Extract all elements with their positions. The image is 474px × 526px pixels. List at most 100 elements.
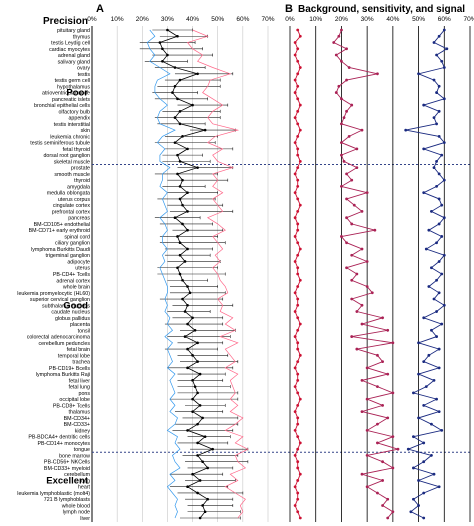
panel-b-point [381, 479, 384, 482]
category-label: BM-CD105+ endothelial [34, 222, 90, 228]
panel-b-point [440, 203, 444, 207]
panel-b-point [340, 153, 343, 157]
panel-b-x-tick: 70% [463, 16, 474, 23]
panel-a-point [183, 260, 187, 263]
band-label: Excellent [46, 475, 89, 486]
panel-b-point [432, 78, 436, 82]
panel-b-point [360, 378, 364, 382]
category-label: thyroid [74, 178, 90, 184]
panel-b-point [296, 241, 300, 245]
panel-b-point [296, 97, 300, 101]
panel-b-point [404, 128, 408, 132]
panel-b-point [298, 516, 302, 520]
panel-b-point [293, 91, 297, 94]
panel-b-point [350, 278, 354, 282]
panel-b-point [381, 403, 384, 407]
panel-b-point [422, 147, 426, 151]
panel-b-point [345, 47, 348, 51]
panel-b-point [293, 78, 297, 82]
panel-b-point [296, 372, 300, 376]
category-label: lymph node [63, 510, 90, 516]
panel-a-point [193, 385, 197, 388]
panel-b-point [422, 360, 426, 363]
panel-b-point [355, 166, 359, 170]
category-label: dorsal root ganglion [43, 153, 90, 159]
category-label: fetal lung [69, 385, 91, 391]
panel-b-x-tick: 0% [285, 16, 295, 23]
panel-b-point [293, 172, 297, 176]
panel-b-point [355, 272, 359, 276]
category-label: amygdala [67, 184, 90, 190]
panel-a-point [196, 341, 199, 345]
panel-b-point [365, 366, 369, 370]
category-label: spinal cord [64, 234, 90, 240]
category-label: whole blood [62, 503, 90, 509]
panel-b-point [381, 504, 384, 507]
panel-b-point [340, 59, 343, 63]
panel-b-point [296, 347, 300, 351]
panel-b-point [442, 141, 446, 145]
panel-b-point [435, 159, 438, 163]
panel-b-point [422, 491, 426, 495]
panel-a-point [206, 497, 209, 501]
panel-b-point [435, 310, 438, 313]
panel-b-point [293, 141, 297, 145]
panel-b-point [296, 166, 300, 170]
panel-b-series [293, 28, 449, 520]
panel-a-point [178, 122, 182, 126]
panel-a-point [191, 316, 194, 320]
panel-b-point [296, 72, 300, 76]
panel-b-point [432, 116, 436, 119]
panel-b-point [296, 285, 300, 288]
panel-b-point [437, 260, 441, 263]
panel-b-point [437, 84, 441, 88]
panel-a-point [193, 329, 197, 332]
category-label: leukemia promyelocytic (HL60) [17, 291, 90, 297]
panel-b-point [334, 91, 338, 94]
category-label: occipital lobe [59, 397, 90, 403]
panel-b-point [422, 316, 426, 320]
panel-b-point [386, 516, 390, 520]
panel-b-point [422, 516, 426, 520]
panel-b-point [360, 322, 364, 326]
category-label: lymphoma Burkitts Daudi [31, 247, 90, 253]
panel-a-x-tick: 20% [136, 16, 149, 23]
panel-b-point [360, 410, 364, 414]
panel-a-point [201, 416, 204, 420]
panel-b-point [437, 347, 441, 351]
panel-b-point [427, 353, 431, 357]
category-label: ovary [77, 66, 90, 72]
panel-a-point [196, 441, 199, 445]
panel-b-point [340, 122, 343, 126]
panel-b-point [296, 253, 300, 257]
panel-a-point [178, 272, 182, 276]
panel-a-point [173, 116, 177, 119]
panel-b-point [350, 253, 354, 257]
panel-b-point [422, 403, 426, 407]
panel-b-point [347, 134, 351, 138]
panel-b-point [386, 328, 390, 332]
panel-b-point [350, 297, 354, 301]
panel-b-point [293, 41, 297, 44]
panel-b-point [355, 347, 359, 351]
panel-b-point [296, 266, 300, 270]
panel-a-point [203, 128, 207, 132]
panel-b-point [442, 216, 446, 220]
category-label: kidney [75, 428, 91, 434]
panel-a-point [186, 210, 189, 213]
category-label: 721 B lymphoblasts [44, 497, 91, 503]
category-label: trigeminal ganglion [46, 253, 91, 259]
category-label: skin [81, 128, 90, 134]
panel-b-point [298, 441, 302, 445]
panel-b-point [386, 416, 390, 420]
panel-b-point [437, 134, 441, 138]
panel-b-point [435, 278, 438, 282]
panel-b-point [440, 235, 444, 238]
panel-b-point [424, 247, 428, 251]
panel-a-point [186, 303, 189, 307]
band-label: Poor [66, 88, 88, 99]
panel-b-point [296, 497, 300, 501]
panel-b-point [296, 59, 300, 63]
panel-b-point [337, 84, 341, 88]
